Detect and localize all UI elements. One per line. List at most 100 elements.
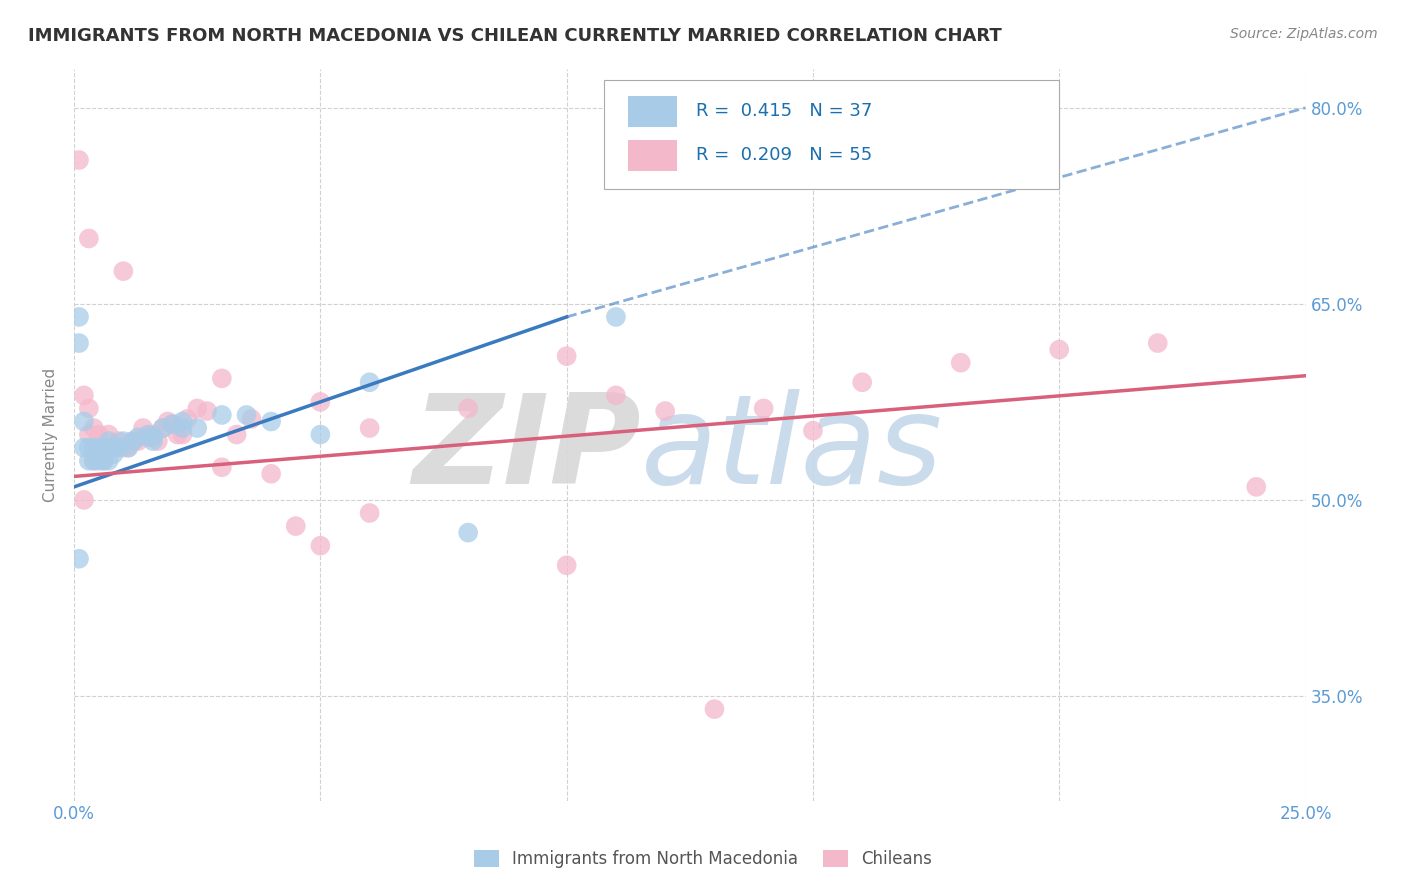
Point [103,441,125,455]
Text: Source: ZipAtlas.com: Source: ZipAtlas.com [1230,27,1378,41]
Point [67,551,90,566]
Point [93,453,115,467]
Point [166,427,188,442]
Point [176,412,198,426]
Point [122,434,145,449]
Point [359,376,381,390]
Point [162,417,184,431]
Point [1246,480,1268,494]
Point [172,421,194,435]
Point [162,417,184,431]
Point [136,430,159,444]
FancyBboxPatch shape [603,79,1059,189]
Point [97,453,120,467]
Point [87,427,110,442]
Point [654,404,676,418]
Point [87,441,110,455]
Point [211,371,233,385]
Point [67,153,90,167]
Point [87,441,110,455]
Point [309,539,332,553]
Point [142,427,165,442]
Point [156,415,179,429]
Point [186,421,208,435]
Point [97,427,120,442]
Point [457,525,479,540]
Point [555,349,578,363]
Point [107,434,129,449]
Point [103,447,125,461]
Point [555,558,578,573]
Point [77,441,100,455]
Point [117,441,139,455]
Point [260,415,283,429]
Point [112,264,135,278]
Point [83,421,105,435]
Point [309,427,332,442]
Point [132,421,155,435]
Text: ZIP: ZIP [412,389,641,509]
Legend: Immigrants from North Macedonia, Chileans: Immigrants from North Macedonia, Chilean… [467,843,939,875]
Point [172,427,194,442]
Point [87,453,110,467]
Y-axis label: Currently Married: Currently Married [44,368,58,501]
Point [73,388,96,402]
Point [73,492,96,507]
Point [127,430,149,444]
Point [67,336,90,351]
Point [359,421,381,435]
Point [240,412,263,426]
Point [83,453,105,467]
Point [703,702,725,716]
Text: IMMIGRANTS FROM NORTH MACEDONIA VS CHILEAN CURRENTLY MARRIED CORRELATION CHART: IMMIGRANTS FROM NORTH MACEDONIA VS CHILE… [28,27,1002,45]
Point [211,460,233,475]
Point [117,441,139,455]
Point [93,453,115,467]
Point [605,310,627,324]
Point [83,441,105,455]
Point [752,401,775,416]
Point [77,453,100,467]
Point [801,424,824,438]
Point [146,434,169,449]
Point [103,441,125,455]
Bar [628,140,678,171]
Point [172,415,194,429]
Point [93,441,115,455]
Point [142,434,165,449]
Bar [628,96,678,127]
Point [67,310,90,324]
Point [112,441,135,455]
Point [211,408,233,422]
Point [186,401,208,416]
Point [127,434,149,449]
Point [107,441,129,455]
Point [225,427,247,442]
Point [83,453,105,467]
Point [97,434,120,449]
Point [1146,336,1168,351]
Text: R =  0.415   N = 37: R = 0.415 N = 37 [696,102,872,120]
Point [260,467,283,481]
Point [605,388,627,402]
Point [73,441,96,455]
Point [93,441,115,455]
Text: atlas: atlas [641,389,942,509]
Point [284,519,307,533]
Point [77,401,100,416]
Point [309,395,332,409]
Point [851,376,873,390]
Point [949,356,972,370]
Point [122,434,145,449]
Text: R =  0.209   N = 55: R = 0.209 N = 55 [696,146,872,164]
Point [359,506,381,520]
Point [152,421,174,435]
Point [77,427,100,442]
Point [73,415,96,429]
Point [142,430,165,444]
Point [112,434,135,449]
Point [235,408,257,422]
Point [136,427,159,442]
Point [1047,343,1070,357]
Point [457,401,479,416]
